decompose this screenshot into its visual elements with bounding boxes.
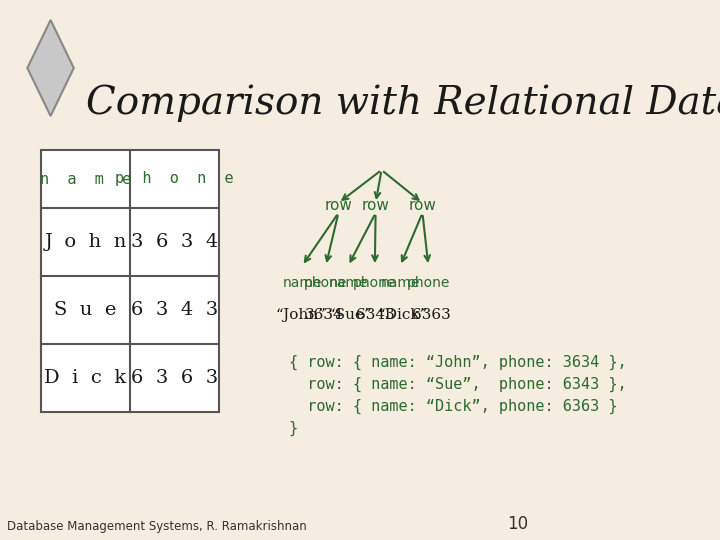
Text: “John”: “John” [276,308,327,322]
Text: 3634: 3634 [305,308,343,322]
Text: Comparison with Relational Data: Comparison with Relational Data [86,85,720,123]
Text: name: name [282,276,322,290]
Text: }: } [289,421,297,436]
Text: 6  3  6  3: 6 3 6 3 [131,369,218,387]
Text: row: row [361,198,390,213]
Text: row: { name: “Dick”, phone: 6363 }: row: { name: “Dick”, phone: 6363 } [289,399,617,414]
Text: J  o  h  n: J o h n [45,233,127,251]
Text: Database Management Systems, R. Ramakrishnan: Database Management Systems, R. Ramakris… [7,520,307,533]
Text: S  u  e: S u e [54,301,117,319]
Text: name: name [328,276,368,290]
Text: “Sue”: “Sue” [327,308,372,322]
Text: 6  3  4  3: 6 3 4 3 [131,301,218,319]
Text: D  i  c  k: D i c k [45,369,127,387]
Bar [41,150,220,412]
Text: p  h  o  n  e: p h o n e [115,172,234,186]
Text: phone: phone [407,276,450,290]
Text: 6363: 6363 [412,308,451,322]
Polygon shape [27,20,73,116]
Text: 3  6  3  4: 3 6 3 4 [131,233,218,251]
Text: “Dick”: “Dick” [378,308,428,322]
Text: phone: phone [354,276,397,290]
Text: { row: { name: “John”, phone: 3634 },: { row: { name: “John”, phone: 3634 }, [289,355,626,370]
Text: 6343: 6343 [356,308,395,322]
Text: 10: 10 [507,515,528,533]
Text: phone: phone [304,276,348,290]
Text: row: row [408,198,436,213]
Text: row: row [325,198,352,213]
Text: row: { name: “Sue”,  phone: 6343 },: row: { name: “Sue”, phone: 6343 }, [289,377,626,392]
Text: n  a  m  e: n a m e [40,172,131,186]
Text: name: name [380,276,420,290]
